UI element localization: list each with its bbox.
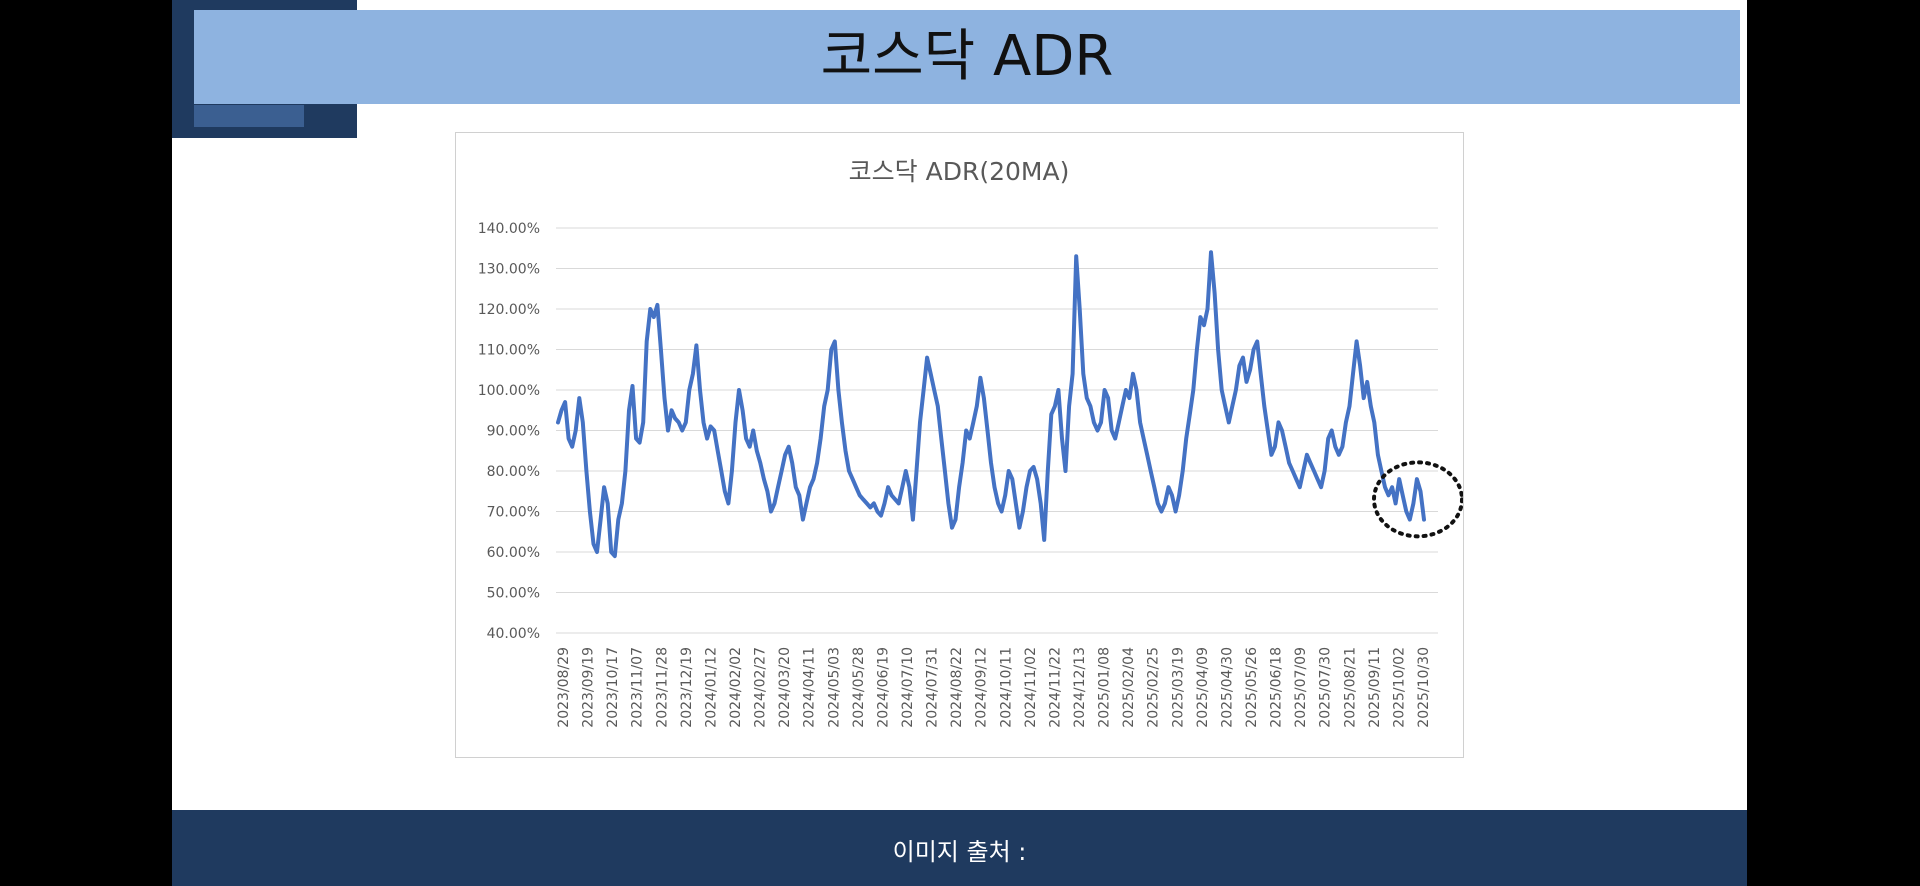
x-tick-label: 2025/05/26 — [1244, 647, 1260, 728]
y-tick-label: 40.00% — [487, 626, 540, 642]
y-tick-label: 50.00% — [487, 586, 540, 602]
x-tick-label: 2023/11/28 — [654, 647, 670, 728]
footer-bar: 이미지 출처 : — [172, 810, 1747, 886]
y-tick-label: 90.00% — [487, 424, 540, 440]
highlight-circle — [1372, 460, 1463, 539]
x-tick-label: 2024/11/22 — [1047, 647, 1063, 728]
adr-line-chart: 코스닥 ADR(20MA) 140.00% 130.00% 120.00% 110.0… — [478, 157, 1463, 728]
y-tick-label: 110.00% — [478, 343, 540, 359]
x-tick-label: 2025/07/30 — [1318, 647, 1334, 728]
chart-title: 코스닥 ADR(20MA) — [849, 157, 1070, 186]
x-tick-label: 2024/07/31 — [925, 647, 941, 728]
x-tick-label: 2024/07/10 — [900, 647, 916, 728]
x-tick-label: 2024/10/11 — [998, 647, 1014, 728]
image-source-label: 이미지 출처 : — [892, 838, 1027, 866]
y-tick-label: 120.00% — [478, 302, 540, 318]
corner-decoration-inner — [194, 105, 304, 127]
y-tick-label: 80.00% — [487, 464, 540, 480]
x-tick-label: 2025/08/21 — [1342, 647, 1358, 728]
y-tick-label: 70.00% — [487, 505, 540, 521]
x-tick-label: 2024/08/22 — [949, 647, 965, 728]
x-tick-label: 2023/12/19 — [679, 647, 695, 728]
x-tick-label: 2025/04/09 — [1195, 647, 1211, 728]
y-tick-label: 140.00% — [478, 221, 540, 237]
y-tick-label: 130.00% — [478, 262, 540, 278]
x-tick-label: 2024/12/13 — [1072, 647, 1088, 728]
x-tick-label: 2024/05/03 — [826, 647, 842, 728]
x-tick-label: 2025/09/11 — [1367, 647, 1383, 728]
x-tick-label: 2023/09/19 — [581, 647, 597, 728]
x-tick-label: 2024/02/27 — [753, 647, 769, 728]
x-tick-label: 2023/08/29 — [556, 647, 572, 728]
page-title: 코스닥 ADR — [820, 24, 1114, 89]
x-tick-label: 2024/05/28 — [851, 647, 867, 728]
x-tick-label: 2025/02/04 — [1121, 647, 1137, 728]
x-tick-label: 2024/06/19 — [875, 647, 891, 728]
x-tick-label: 2024/04/11 — [802, 647, 818, 728]
y-tick-label: 100.00% — [478, 383, 540, 399]
x-tick-label: 2025/03/19 — [1170, 647, 1186, 728]
chart-frame: 코스닥 ADR(20MA) 140.00% 130.00% 120.00% 110.0… — [455, 132, 1464, 758]
x-tick-label: 2025/01/08 — [1097, 647, 1113, 728]
x-tick-label: 2025/06/18 — [1269, 647, 1285, 728]
title-bar: 코스닥 ADR — [194, 10, 1740, 104]
x-tick-label: 2025/07/09 — [1293, 647, 1309, 728]
x-tick-label: 2024/02/02 — [728, 647, 744, 728]
x-tick-label: 2024/01/12 — [703, 647, 719, 728]
x-tick-label: 2025/02/25 — [1146, 647, 1162, 728]
x-tick-label: 2025/10/02 — [1391, 647, 1407, 728]
y-tick-label: 60.00% — [487, 545, 540, 561]
x-tick-label: 2025/10/30 — [1416, 647, 1432, 728]
x-tick-label: 2023/11/07 — [630, 647, 646, 728]
x-tick-label: 2024/11/02 — [1023, 647, 1039, 728]
x-tick-label: 2024/03/20 — [777, 647, 793, 728]
x-tick-label: 2024/09/12 — [974, 647, 990, 728]
series-line — [556, 250, 1426, 559]
slide: 코스닥 ADR 코스닥 ADR(20MA) 140.00% 130.00% 120.… — [172, 0, 1747, 886]
x-tick-label: 2025/04/30 — [1219, 647, 1235, 728]
x-tick-label: 2023/10/17 — [605, 647, 621, 728]
